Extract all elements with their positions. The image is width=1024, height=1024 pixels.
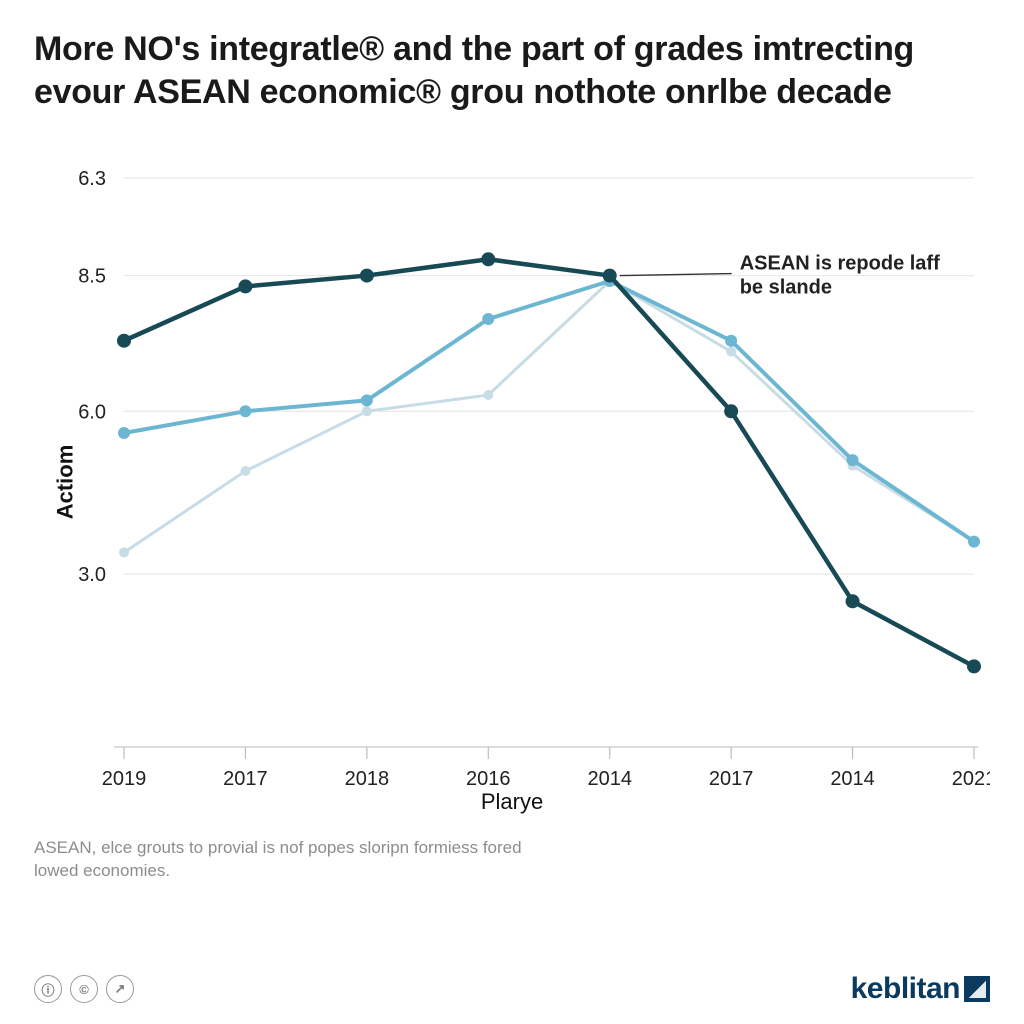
svg-text:2014: 2014 (587, 768, 632, 790)
svg-text:2014: 2014 (830, 768, 875, 790)
chart-title: More NO's integratle® and the part of gr… (34, 28, 990, 113)
svg-text:2017: 2017 (223, 768, 268, 790)
svg-text:2021: 2021 (952, 768, 990, 790)
chart-area: 6.3 8.5 6.0 3.0 2019 2017 2018 2016 2014 2017 2014… (34, 137, 990, 827)
license-icon[interactable]: ⓘ (34, 975, 62, 1003)
svg-text:3.0: 3.0 (78, 564, 106, 586)
svg-text:be slande: be slande (740, 277, 832, 299)
svg-text:2017: 2017 (709, 768, 754, 790)
svg-text:ASEAN is repode laff: ASEAN is repode laff (740, 253, 940, 275)
share-icons: ⓘ © ↗ (34, 975, 134, 1003)
share-icon[interactable]: ↗ (106, 975, 134, 1003)
svg-text:6.0: 6.0 (78, 401, 106, 423)
y-axis-label: Actiom (52, 445, 78, 520)
svg-text:6.3: 6.3 (78, 168, 106, 190)
brand-mark-icon (964, 976, 990, 1002)
svg-text:2018: 2018 (345, 768, 390, 790)
svg-text:8.5: 8.5 (78, 266, 106, 288)
x-axis-label: Plarye (481, 789, 543, 815)
svg-text:2016: 2016 (466, 768, 511, 790)
brand-logo: keblitan (851, 972, 990, 1006)
footnote-text: ASEAN, elce grouts to provial is nof pop… (34, 837, 534, 883)
svg-text:2019: 2019 (102, 768, 147, 790)
cc-icon[interactable]: © (70, 975, 98, 1003)
line-chart: 6.3 8.5 6.0 3.0 2019 2017 2018 2016 2014 2017 2014… (34, 137, 990, 827)
brand-text: keblitan (851, 972, 960, 1006)
